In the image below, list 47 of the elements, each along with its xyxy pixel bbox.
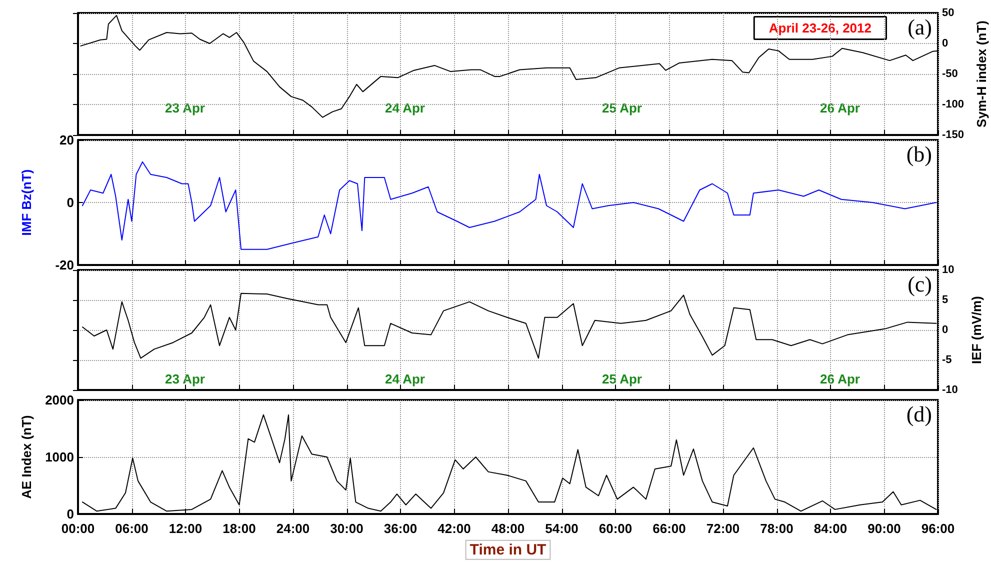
annotation: (b)	[906, 142, 932, 166]
y-axis-title: IMF Bz(nT)	[19, 169, 34, 236]
x-tick-label: 96:00	[921, 521, 955, 536]
y-tick-label: 0	[66, 195, 74, 210]
x-tick-label: 66:00	[652, 521, 686, 536]
annotation: 23 Apr	[165, 372, 205, 386]
x-tick-label: 84:00	[814, 521, 848, 536]
annotation: 25 Apr	[602, 372, 642, 386]
y-tick-label: 10	[942, 264, 954, 276]
x-tick-label: 48:00	[491, 521, 525, 536]
y-tick-label: -150	[942, 129, 964, 141]
y-tick-label: -20	[55, 258, 74, 272]
y-tick-label: 0	[66, 506, 74, 522]
x-tick-label: 12:00	[168, 521, 202, 536]
y-tick-label: -10	[942, 384, 958, 396]
x-tick-label: 42:00	[438, 521, 471, 536]
x-tick-label: 30:00	[330, 521, 364, 536]
x-tick-label: 72:00	[706, 521, 740, 536]
x-axis-title: Time in UT	[470, 541, 546, 558]
y-tick-label: 2000	[45, 392, 74, 408]
x-tick-label: 36:00	[384, 521, 418, 536]
x-tick-label: 18:00	[222, 521, 256, 536]
y-tick-label: 20	[60, 132, 74, 148]
x-tick-label: 54:00	[545, 521, 578, 536]
x-tick-label: 00:00	[61, 521, 95, 536]
y-tick-label: 50	[942, 7, 954, 19]
x-tick-label: 06:00	[115, 521, 148, 536]
y-tick-label: 0	[942, 324, 948, 336]
annotation: (a)	[908, 14, 932, 40]
y-axis-title: IEF (mV/m)	[969, 296, 984, 364]
y-tick-label: -5	[942, 354, 952, 366]
annotation: April 23-26, 2012	[768, 20, 872, 36]
y-tick-label: -100	[942, 98, 964, 110]
y-axis-title: AE Index (nT)	[19, 415, 34, 499]
y-tick-label: 0	[942, 38, 948, 50]
y-tick-label: 1000	[45, 450, 74, 464]
y-tick-label: 5	[942, 294, 948, 306]
x-tick-label: 60:00	[598, 521, 632, 536]
annotation: (d)	[906, 402, 932, 426]
annotation: 24 Apr	[385, 372, 425, 386]
x-tick-label: 24:00	[276, 521, 310, 536]
annotation: (c)	[908, 272, 932, 296]
annotation: 26 Apr	[820, 372, 860, 386]
x-tick-label: 90:00	[868, 521, 901, 536]
x-tick-label: 78:00	[760, 521, 794, 536]
y-tick-label: -50	[942, 68, 958, 80]
y-axis-title: Sym-H index (nT)	[974, 20, 989, 128]
